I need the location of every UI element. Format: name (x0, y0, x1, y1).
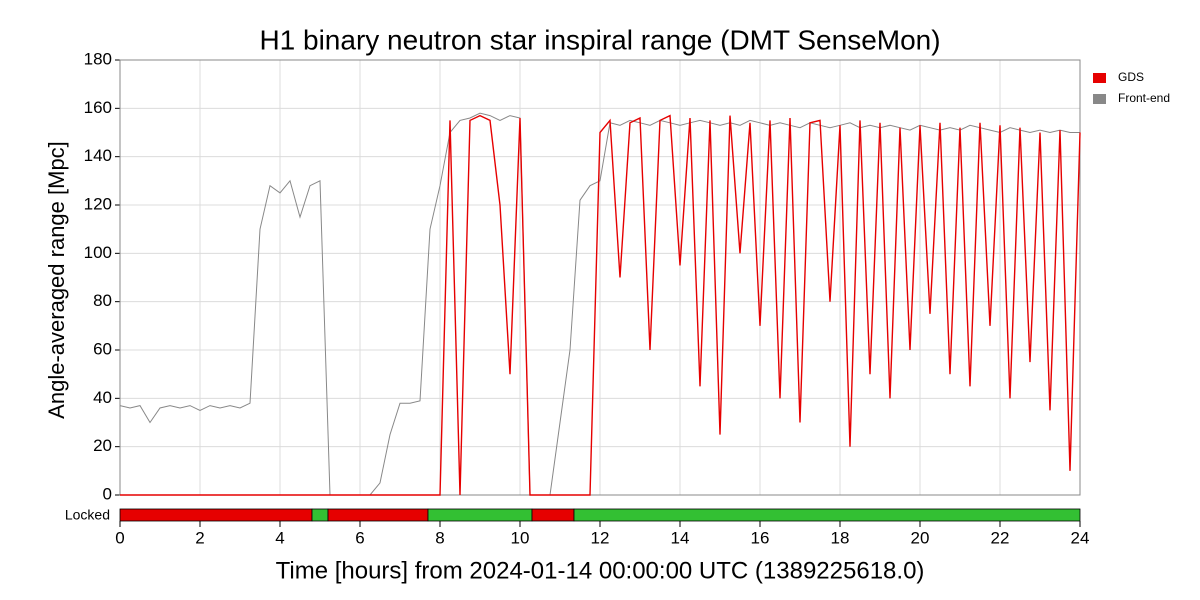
x-axis-label: Time [hours] from 2024-01-14 00:00:00 UT… (276, 557, 925, 584)
state-segment (573, 508, 1081, 522)
x-tick-label: 14 (671, 528, 690, 547)
x-tick-label: 24 (1071, 528, 1090, 547)
x-tick-label: 6 (355, 528, 364, 547)
state-segment (531, 508, 575, 522)
y-tick-label: 60 (93, 339, 112, 358)
legend-swatch (1093, 94, 1106, 104)
state-segment (427, 508, 533, 522)
y-tick-label: 40 (93, 388, 112, 407)
series-line (120, 114, 1081, 496)
y-tick-label: 120 (84, 194, 112, 213)
x-tick-label: 12 (591, 528, 610, 547)
x-tick-label: 16 (751, 528, 770, 547)
y-tick-label: 20 (93, 436, 112, 455)
state-label: Locked (65, 507, 110, 523)
y-tick-label: 140 (84, 146, 112, 165)
y-tick-label: 80 (93, 291, 112, 310)
x-tick-label: 18 (831, 528, 850, 547)
plot-frame (119, 59, 1081, 496)
x-tick-label: 20 (911, 528, 930, 547)
legend-swatch (1093, 73, 1106, 83)
x-tick-label: 0 (115, 528, 124, 547)
state-segment (327, 508, 429, 522)
legend-label: GDS (1118, 70, 1144, 84)
y-tick-label: 100 (84, 243, 112, 262)
y-tick-label: 0 (103, 484, 112, 503)
x-tick-label: 10 (511, 528, 530, 547)
x-tick-label: 22 (991, 528, 1010, 547)
legend-label: Front-end (1118, 91, 1170, 105)
y-tick-label: 160 (84, 98, 112, 117)
state-segment (119, 508, 313, 522)
chart-title: H1 binary neutron star inspiral range (D… (259, 24, 940, 55)
x-tick-label: 2 (195, 528, 204, 547)
y-tick-label: 180 (84, 49, 112, 68)
x-tick-label: 8 (435, 528, 444, 547)
x-tick-label: 4 (275, 528, 284, 547)
y-axis-label: Angle-averaged range [Mpc] (44, 141, 69, 419)
state-segment (311, 508, 329, 522)
